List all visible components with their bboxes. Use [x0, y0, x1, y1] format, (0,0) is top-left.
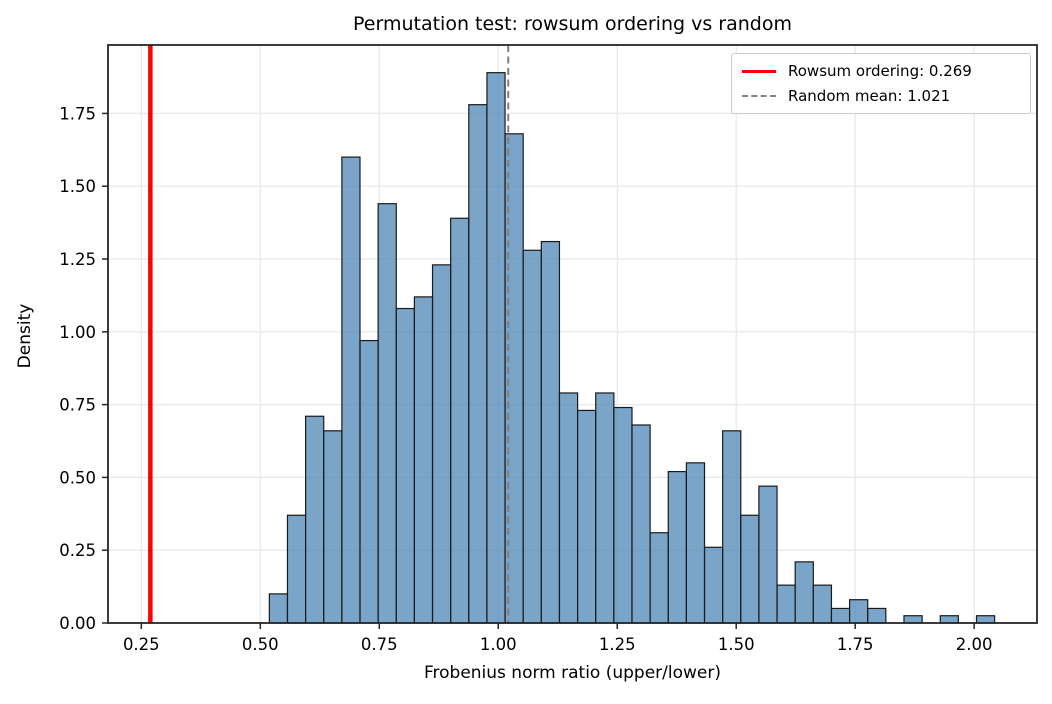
- histogram-bar: [703, 546, 724, 624]
- histogram-bar: [867, 607, 887, 624]
- y-tick-label: 1.00: [59, 323, 96, 342]
- histogram-bar: [631, 424, 651, 624]
- legend-label-rowsum: Rowsum ordering: 0.269: [788, 62, 972, 81]
- histogram-bar: [939, 615, 959, 624]
- legend: Rowsum ordering: 0.269 Random mean: 1.02…: [731, 53, 1031, 114]
- axis-ticks: [102, 112, 975, 629]
- y-tick-label: 0.00: [59, 614, 96, 633]
- legend-item-rowsum: Rowsum ordering: 0.269: [742, 62, 1020, 80]
- y-tick-label: 0.25: [59, 541, 96, 560]
- histogram-bar: [848, 599, 869, 624]
- x-axis-label: Frobenius norm ratio (upper/lower): [423, 663, 722, 683]
- histogram-bar: [450, 217, 470, 624]
- histogram-bar: [722, 430, 742, 624]
- reference-lines: [148, 45, 510, 623]
- histogram-bar: [268, 593, 289, 624]
- histogram-bar: [540, 240, 561, 624]
- y-tick-label: 0.50: [59, 468, 96, 487]
- gridlines: [108, 45, 1037, 624]
- y-tick-labels: 0.00 0.25 0.50 0.75 1.00 1.25 1.50 1.75: [59, 104, 96, 633]
- histogram-bar: [341, 156, 361, 624]
- y-tick-label: 0.75: [59, 396, 96, 415]
- histogram-bar: [830, 607, 851, 624]
- histogram-bar: [595, 392, 615, 624]
- axes-spines: [107, 44, 1038, 624]
- histogram-bar: [812, 584, 833, 624]
- histogram-bar: [413, 296, 434, 624]
- legend-label-random-mean: Random mean: 1.021: [788, 86, 951, 105]
- random-mean-line-swatch: [742, 94, 776, 97]
- rowsum-line-swatch: [742, 69, 776, 73]
- histogram-bar: [522, 249, 542, 624]
- plot-border: [107, 44, 1038, 624]
- histogram-bar: [468, 104, 488, 624]
- x-tick-label: 0.50: [242, 635, 279, 654]
- histogram-bar: [323, 430, 343, 624]
- histogram-bar: [613, 406, 633, 624]
- x-tick-labels: 0.25 0.50 0.75 1.00 1.25 1.50 1.75 2.00: [123, 635, 993, 654]
- histogram-bar: [305, 415, 325, 624]
- histogram-bar: [576, 409, 597, 624]
- histogram-bar: [286, 514, 307, 624]
- histogram-bar: [667, 470, 687, 624]
- x-tick-label: 1.25: [599, 635, 636, 654]
- y-tick-label: 1.25: [59, 250, 96, 269]
- histogram-bar: [975, 615, 996, 624]
- histogram-bar: [395, 307, 415, 624]
- histogram-bar: [776, 584, 796, 624]
- legend-item-random-mean: Random mean: 1.021: [742, 87, 1020, 105]
- x-tick-label: 2.00: [956, 635, 993, 654]
- histogram-bar: [359, 339, 379, 624]
- histogram-bar: [758, 485, 778, 624]
- x-tick-label: 1.75: [837, 635, 874, 654]
- histogram-bar: [558, 392, 579, 624]
- y-tick-label: 1.75: [59, 104, 96, 123]
- histogram-bar: [431, 264, 452, 624]
- histogram-bar: [740, 514, 760, 624]
- x-tick-label: 1.00: [480, 635, 517, 654]
- histogram-bar: [794, 561, 814, 624]
- histogram-bar: [685, 462, 706, 624]
- x-tick-label: 0.75: [361, 635, 398, 654]
- chart-title: Permutation test: rowsum ordering vs ran…: [353, 13, 792, 35]
- histogram-bar: [377, 203, 397, 624]
- x-tick-label: 0.25: [123, 635, 160, 654]
- histogram-bar: [903, 615, 923, 624]
- y-axis-label: Density: [15, 303, 35, 369]
- x-tick-label: 1.50: [718, 635, 755, 654]
- histogram-bar: [486, 72, 506, 624]
- histogram-bars: [268, 72, 996, 624]
- histogram-bar: [649, 532, 669, 624]
- y-tick-label: 1.50: [59, 177, 96, 196]
